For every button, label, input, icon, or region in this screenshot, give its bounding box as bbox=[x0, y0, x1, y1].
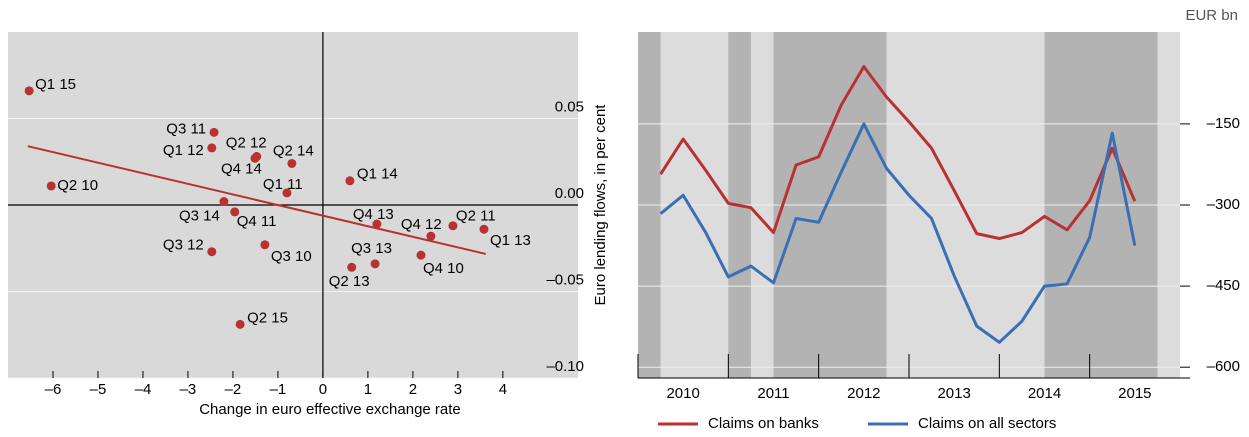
x-tick-label: 2013 bbox=[937, 385, 970, 402]
legend-label: Claims on banks bbox=[708, 415, 819, 432]
y-tick-label: –150 bbox=[1207, 115, 1240, 132]
x-tick-label: –4 bbox=[135, 381, 152, 398]
y-tick-label: 0.05 bbox=[555, 98, 584, 115]
x-tick-label: 1 bbox=[364, 381, 372, 398]
point bbox=[416, 250, 426, 260]
point-label: Q3 12 bbox=[163, 237, 204, 254]
point bbox=[347, 262, 357, 272]
point-label: Q4 13 bbox=[353, 206, 394, 223]
point-label: Q4 12 bbox=[401, 216, 442, 233]
point-label: Q2 11 bbox=[456, 208, 496, 225]
y-tick-label: –450 bbox=[1207, 277, 1240, 294]
point bbox=[209, 127, 219, 137]
point bbox=[207, 143, 217, 153]
point bbox=[287, 158, 297, 168]
point-label: Q4 14 bbox=[221, 160, 262, 177]
point-label: Q2 10 bbox=[57, 177, 98, 194]
point-label: Q3 13 bbox=[351, 240, 392, 257]
y-tick-label: –0.05 bbox=[546, 271, 584, 288]
y-tick-label: –300 bbox=[1207, 196, 1240, 213]
point-label: Q2 14 bbox=[273, 142, 314, 159]
y-axis-label: Euro lending flows, in per cent bbox=[592, 104, 609, 306]
x-tick-label: –6 bbox=[45, 381, 62, 398]
x-axis-label: Change in euro effective exchange rate bbox=[199, 401, 461, 418]
x-tick-label: 2014 bbox=[1028, 385, 1061, 402]
x-tick-label: –3 bbox=[180, 381, 197, 398]
y-tick-label: –600 bbox=[1207, 358, 1240, 375]
x-tick-label: 0 bbox=[319, 381, 327, 398]
series-line bbox=[659, 65, 1137, 241]
point bbox=[260, 240, 270, 250]
x-tick-label: –5 bbox=[90, 381, 107, 398]
point-label: Q2 15 bbox=[247, 309, 288, 326]
point-label: Q1 14 bbox=[357, 166, 398, 183]
trend-line bbox=[27, 145, 487, 255]
point bbox=[230, 207, 240, 217]
point bbox=[250, 153, 260, 163]
x-tick-label: 2 bbox=[409, 381, 417, 398]
point bbox=[372, 219, 382, 229]
point-label: Q1 13 bbox=[490, 232, 531, 249]
legend-label: Claims on all sectors bbox=[918, 415, 1056, 432]
series-line bbox=[659, 122, 1137, 344]
point-label: Q3 10 bbox=[271, 248, 312, 265]
unit-label: EUR bn bbox=[1185, 7, 1238, 24]
point-label: Q1 15 bbox=[35, 76, 76, 93]
point-label: Q2 12 bbox=[226, 135, 267, 152]
point bbox=[370, 259, 380, 269]
x-tick-label: 2010 bbox=[666, 385, 699, 402]
point bbox=[207, 247, 217, 257]
point-label: Q1 12 bbox=[163, 142, 204, 159]
x-tick-label: 2011 bbox=[757, 385, 789, 402]
point-label: Q3 11 bbox=[166, 120, 206, 137]
point bbox=[282, 188, 292, 198]
x-tick-label: –2 bbox=[225, 381, 242, 398]
point-label: Q1 11 bbox=[263, 176, 303, 193]
x-tick-label: 2012 bbox=[847, 385, 880, 402]
point bbox=[46, 181, 56, 191]
x-tick-label: –1 bbox=[270, 381, 287, 398]
point bbox=[345, 176, 355, 186]
x-tick-label: 4 bbox=[499, 381, 507, 398]
point-label: Q2 13 bbox=[329, 273, 370, 290]
x-tick-label: 2015 bbox=[1118, 385, 1151, 402]
point-label: Q4 11 bbox=[237, 213, 277, 230]
point bbox=[24, 86, 34, 96]
y-tick-label: –0.10 bbox=[546, 358, 584, 375]
point bbox=[448, 221, 458, 231]
y-tick-label: 0.00 bbox=[555, 185, 584, 202]
point bbox=[219, 197, 229, 207]
point bbox=[235, 319, 245, 329]
point bbox=[479, 224, 489, 234]
point-label: Q3 14 bbox=[179, 208, 220, 225]
point bbox=[426, 231, 436, 241]
point-label: Q4 10 bbox=[423, 260, 464, 277]
x-tick-label: 3 bbox=[454, 381, 462, 398]
